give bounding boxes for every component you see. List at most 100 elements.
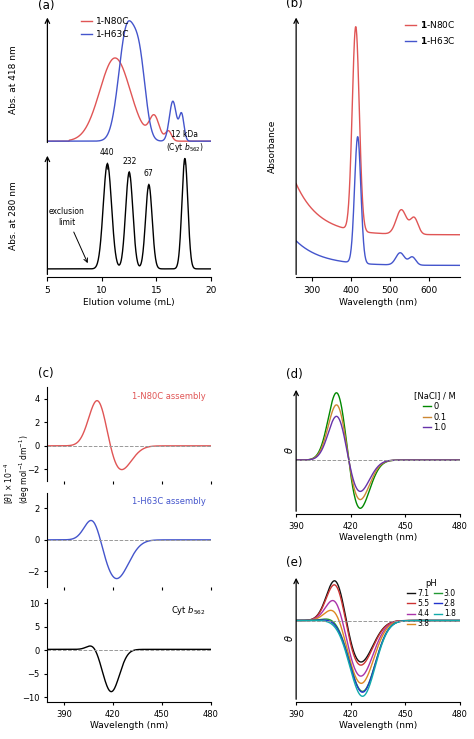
Line: 1.0: 1.0 <box>278 416 460 491</box>
Y-axis label: Abs. at 418 nm: Abs. at 418 nm <box>9 46 18 115</box>
7.1 <box>332 576 337 585</box>
Text: 67: 67 <box>144 169 154 188</box>
7.1 <box>335 579 340 588</box>
5.5 <box>457 616 463 625</box>
3.0 <box>347 661 353 670</box>
1.8 <box>360 692 365 701</box>
Text: (b): (b) <box>286 0 303 10</box>
1.0 <box>297 456 303 465</box>
1.0 <box>347 463 353 472</box>
7.1 <box>358 658 364 667</box>
3.8 <box>391 619 396 627</box>
X-axis label: Elution volume (mL): Elution volume (mL) <box>83 298 175 307</box>
Text: (e): (e) <box>286 556 303 569</box>
1.8 <box>335 627 340 636</box>
3.0 <box>360 687 365 696</box>
3.8 <box>335 613 340 622</box>
4.4 <box>391 618 396 627</box>
0.1 <box>357 495 363 504</box>
Line: 3.8: 3.8 <box>278 610 460 684</box>
1.8 <box>391 620 396 629</box>
1.0 <box>391 456 396 465</box>
Text: $[\theta]$ × $10^{-4}$
(deg mol$^{-1}$ dm$^{-1}$): $[\theta]$ × $10^{-4}$ (deg mol$^{-1}$ d… <box>2 435 32 504</box>
1.0 <box>275 456 281 465</box>
4.4 <box>335 602 340 610</box>
1.8 <box>408 616 414 625</box>
2.8 <box>391 620 396 629</box>
1.8 <box>297 616 303 625</box>
3.0 <box>457 616 463 625</box>
X-axis label: Wavelength (nm): Wavelength (nm) <box>339 534 417 542</box>
0.1 <box>333 401 339 409</box>
3.0 <box>407 616 413 625</box>
5.5 <box>297 616 303 625</box>
5.5 <box>331 580 337 589</box>
3.8 <box>358 679 364 688</box>
7.1 <box>391 618 396 627</box>
4.4 <box>408 616 414 625</box>
2.8 <box>347 661 353 670</box>
2.8 <box>335 625 340 634</box>
4.4 <box>347 650 353 659</box>
0.1 <box>335 401 340 410</box>
3.8 <box>347 657 353 666</box>
3.0 <box>322 615 328 624</box>
0.1 <box>391 456 396 465</box>
3.8 <box>275 616 281 625</box>
Text: Cyt $b_{562}$: Cyt $b_{562}$ <box>172 604 206 617</box>
3.0 <box>335 623 340 632</box>
1.8 <box>308 616 313 625</box>
Line: 0.1: 0.1 <box>278 405 460 500</box>
2.8 <box>320 616 326 624</box>
7.1 <box>408 616 414 625</box>
Line: 7.1: 7.1 <box>278 581 460 662</box>
2.8 <box>408 616 414 625</box>
0 <box>457 456 463 465</box>
2.8 <box>360 688 365 697</box>
7.1 <box>297 616 303 625</box>
0.1 <box>347 466 353 474</box>
4.4 <box>358 672 364 681</box>
4.4 <box>275 616 281 625</box>
1.0 <box>408 456 414 465</box>
1.8 <box>457 616 463 625</box>
Text: (a): (a) <box>37 0 54 12</box>
0.1 <box>408 456 414 465</box>
1.8 <box>407 616 413 625</box>
X-axis label: Wavelength (nm): Wavelength (nm) <box>339 298 417 307</box>
7.1 <box>347 636 353 644</box>
0 <box>275 456 281 465</box>
1.8 <box>347 664 353 673</box>
0 <box>408 456 414 465</box>
Text: (c): (c) <box>37 367 53 380</box>
1.0 <box>335 412 340 421</box>
4.4 <box>457 616 463 625</box>
Text: (d): (d) <box>286 368 303 381</box>
Text: 1-H63C assembly: 1-H63C assembly <box>132 497 206 506</box>
0 <box>357 504 363 513</box>
0 <box>347 468 353 477</box>
Y-axis label: $\theta$: $\theta$ <box>283 446 295 454</box>
Line: 5.5: 5.5 <box>278 585 460 665</box>
Text: 12 kDa
(Cyt $b_{562}$): 12 kDa (Cyt $b_{562}$) <box>166 130 204 165</box>
Y-axis label: Abs. at 280 nm: Abs. at 280 nm <box>9 181 18 250</box>
4.4 <box>297 616 303 625</box>
Line: 0: 0 <box>278 393 460 508</box>
Line: 1.8: 1.8 <box>278 621 460 696</box>
Text: 440: 440 <box>100 149 115 169</box>
Text: exclusion
limit: exclusion limit <box>49 208 88 262</box>
5.5 <box>408 616 414 625</box>
5.5 <box>358 661 364 670</box>
3.8 <box>328 606 334 615</box>
3.0 <box>275 616 281 625</box>
7.1 <box>457 616 463 625</box>
5.5 <box>335 584 340 593</box>
Legend: 0, 0.1, 1.0: 0, 0.1, 1.0 <box>414 391 456 432</box>
0.1 <box>275 456 281 465</box>
3.8 <box>297 616 303 625</box>
1.0 <box>407 456 413 465</box>
3.0 <box>408 616 414 625</box>
7.1 <box>407 616 413 625</box>
0.1 <box>407 456 413 465</box>
1.8 <box>275 616 281 625</box>
